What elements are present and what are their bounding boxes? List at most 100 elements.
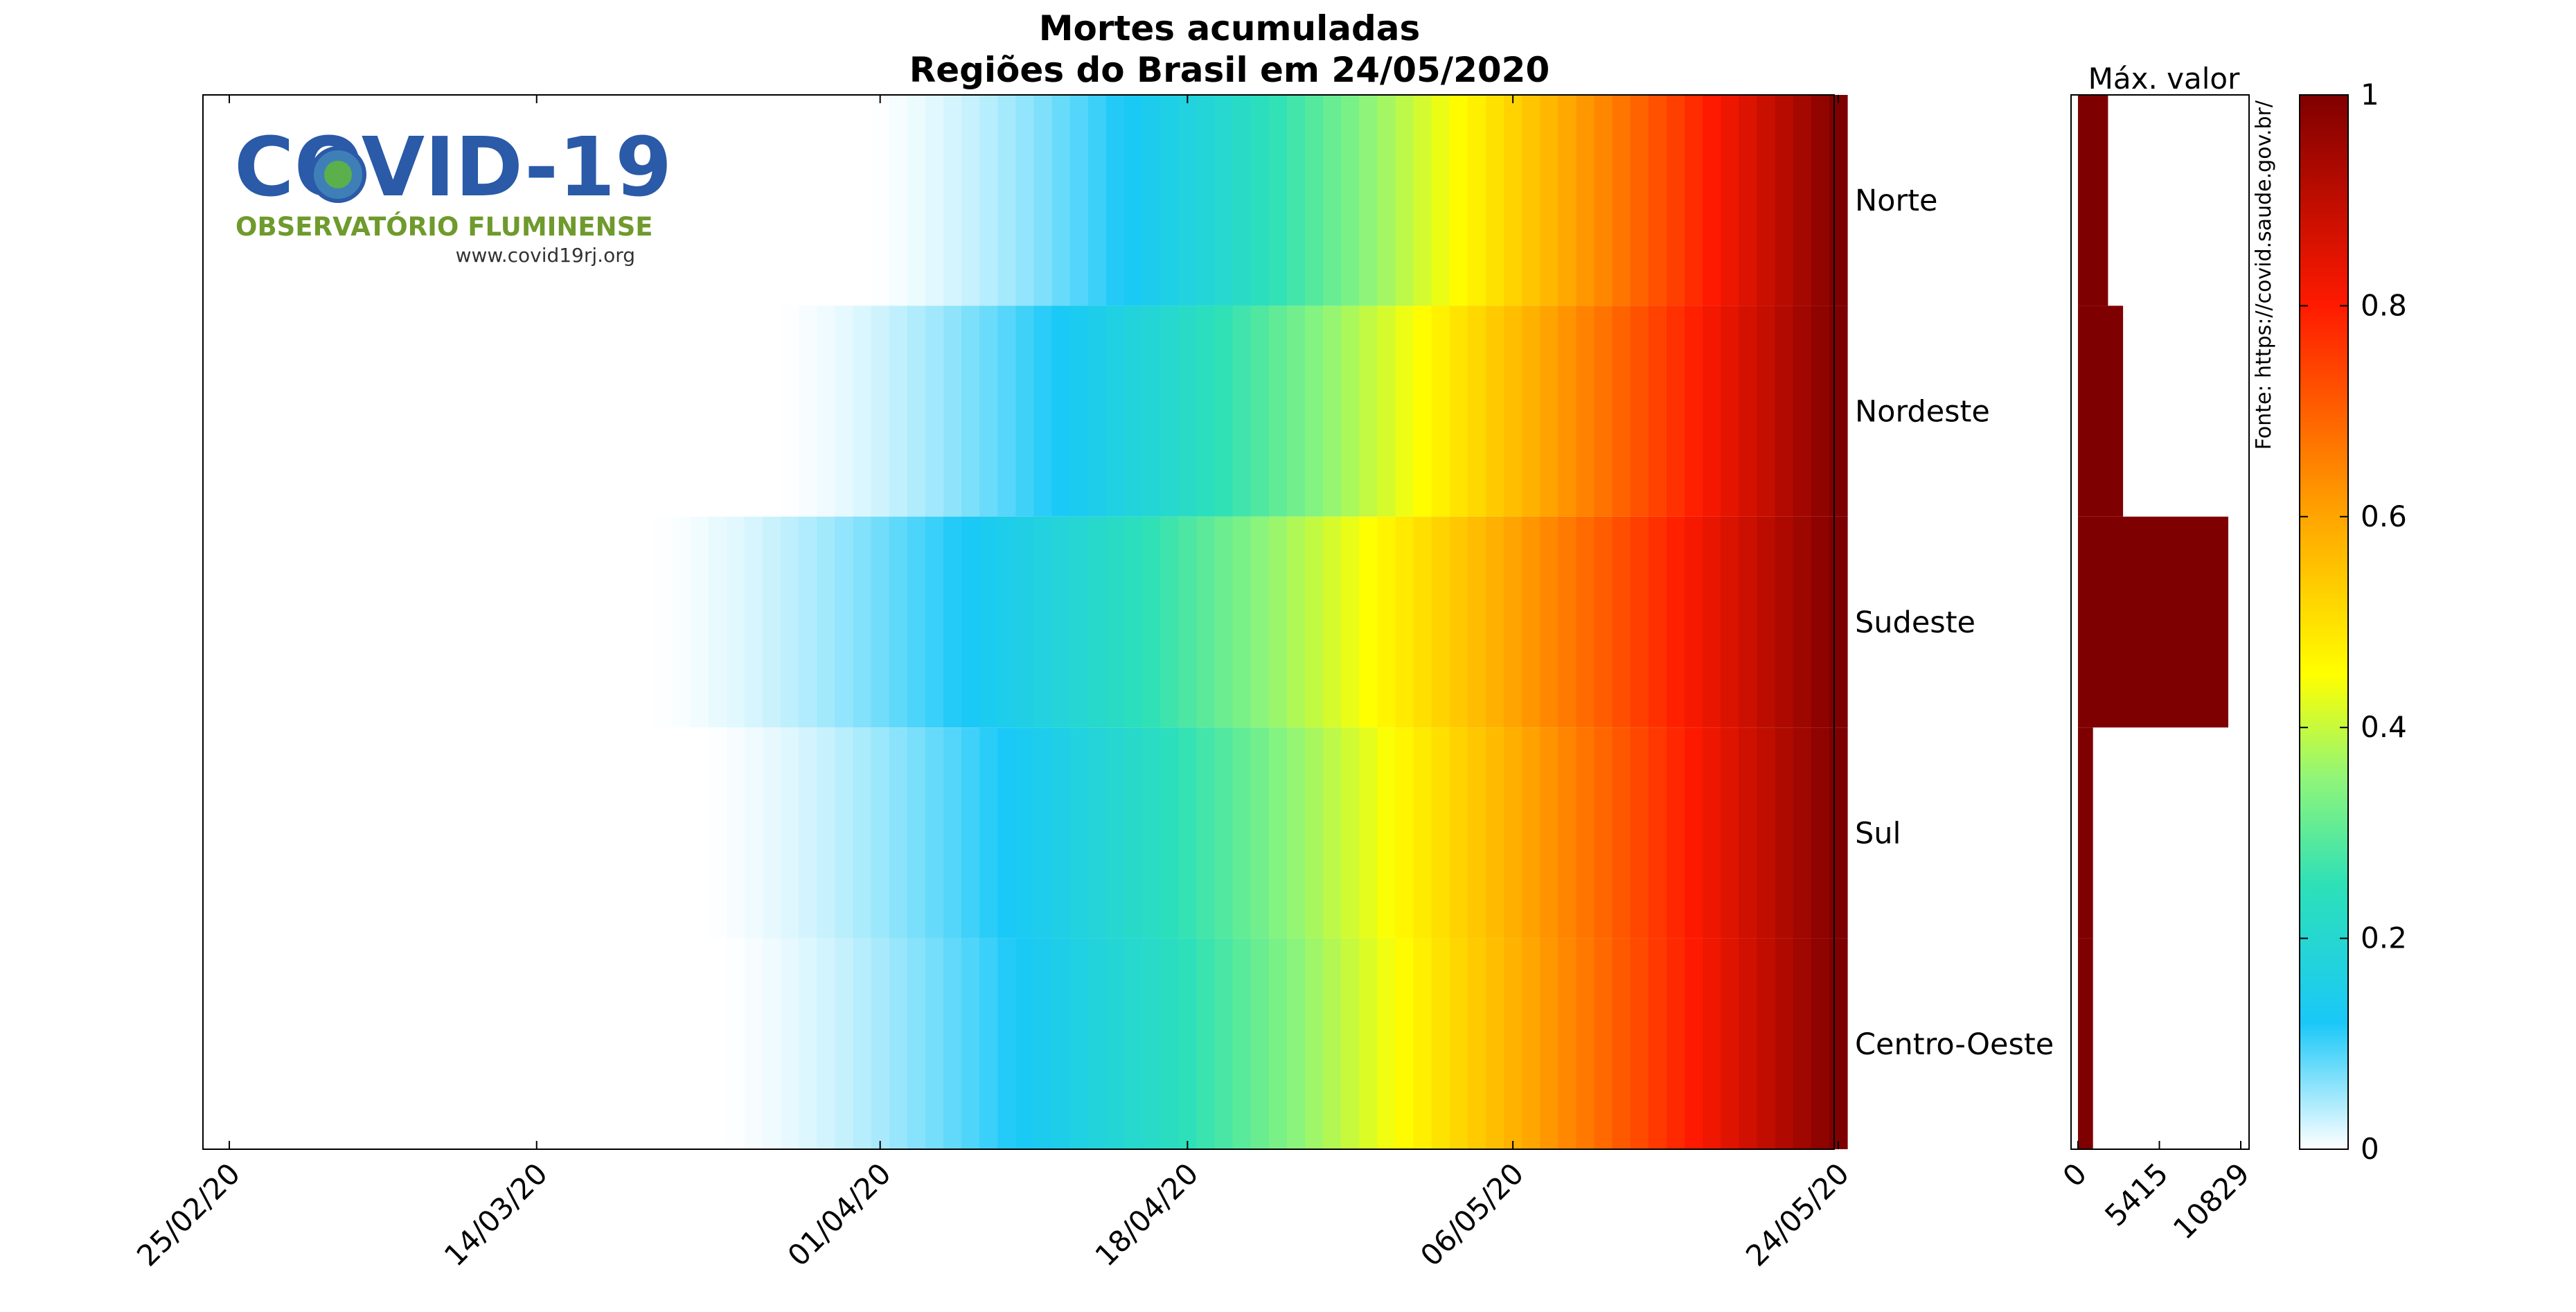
heatmap-cell [1033,95,1053,306]
heatmap-cell [853,95,872,306]
heatmap-cell [1250,727,1270,939]
heatmap-cell [1612,305,1631,517]
heatmap-cell [961,95,980,306]
heatmap-cell [1323,727,1342,939]
heatmap-cell [1359,95,1378,306]
heatmap-cell [763,727,781,939]
heatmap-cell [1214,516,1234,728]
heatmap-cell [1160,727,1179,939]
heatmap-cell [1323,95,1342,306]
heatmap-cell [1105,95,1125,306]
heatmap-cell [835,516,854,728]
heatmap-cell [1196,516,1216,728]
heatmap-cell [1178,95,1197,306]
heatmap-cell [1160,95,1179,306]
heatmap-cell [943,727,962,939]
heatmap-cell [1667,95,1685,306]
heatmap-cell [1214,938,1234,1149]
bar-tick-label: 10829 [2167,1156,2256,1245]
heatmap-cell [1323,938,1342,1149]
bar-tick-label: 5415 [2098,1156,2174,1232]
heatmap-cell [1124,938,1143,1149]
heatmap-cell [925,938,944,1149]
heatmap-cell [1757,95,1776,306]
heatmap-cell [799,305,817,517]
heatmap-cell [1721,305,1739,517]
heatmap-cell [1467,516,1486,728]
heatmap-cell [744,516,763,728]
heatmap-cell [817,727,835,939]
heatmap-cell [1232,727,1252,939]
heatmap-cell [799,516,817,728]
heatmap-cell [1051,516,1071,728]
heatmap-cell [1576,938,1595,1149]
heatmap-cell [1648,95,1667,306]
colorbar-tick-label: 0.8 [2361,288,2407,322]
heatmap-cell [1648,516,1667,728]
max-value-bars [2078,95,2229,1149]
heatmap-cell [1612,516,1631,728]
heatmap-cell [1033,305,1053,517]
heatmap-cell [1757,305,1776,517]
heatmap-cell [1703,516,1721,728]
heatmap-cell [1051,95,1071,306]
heatmap-cell [853,727,872,939]
virus-icon-core [324,161,352,188]
region-label: Centro-Oeste [1855,1027,2054,1062]
heatmap-cell [1685,516,1703,728]
heatmap-cell [1612,938,1631,1149]
heatmap-cell [1667,727,1685,939]
heatmap-cell [1413,516,1432,728]
heatmap-cell [979,727,998,939]
heatmap-cell [997,95,1016,306]
heatmap-cell [1033,516,1053,728]
heatmap-cell [1413,727,1432,939]
heatmap-cell [925,727,944,939]
heatmap-cell [817,305,835,517]
heatmap-cell [654,516,673,728]
heatmap-cell [636,516,655,728]
heatmap-cell [708,516,727,728]
heatmap-cell [1576,727,1595,939]
heatmap-cell [1829,516,1848,728]
heatmap-cell [1087,95,1107,306]
heatmap-cell [1105,305,1125,517]
heatmap-cell [979,305,998,517]
heatmap-cell [1486,95,1504,306]
heatmap-cell [997,727,1016,939]
region-label: Norte [1855,184,1937,218]
heatmap-cell [1739,727,1758,939]
heatmap-cell [781,305,799,517]
heatmap-cell [1775,727,1794,939]
heatmap-cell [1558,938,1577,1149]
heatmap-cell [1033,727,1053,939]
heatmap-cell [1124,305,1143,517]
heatmap-cell [817,516,835,728]
heatmap-cell [1793,727,1812,939]
heatmap-cell [889,95,908,306]
heatmap-cell [1286,95,1306,306]
heatmap-cell [1703,938,1721,1149]
heatmap-cell [1015,95,1035,306]
heatmap-cell [1069,727,1089,939]
heatmap-cell [1576,516,1595,728]
heatmap-cell [1377,305,1396,517]
heatmap-cell [1594,305,1613,517]
heatmap-cell [1630,727,1649,939]
heatmap-cell [1359,516,1378,728]
heatmap-cell [835,727,854,939]
heatmap-cell [1811,516,1830,728]
heatmap-cell [1558,305,1577,517]
colorbar-tick-label: 0 [2361,1132,2379,1166]
colorbar-tick-label: 0.4 [2361,710,2407,744]
heatmap-cell [1757,727,1776,939]
bar-panel-label: Máx. valor [2088,62,2240,96]
heatmap-cell [1395,938,1414,1149]
heatmap-cell [1178,516,1197,728]
heatmap-cell [817,938,835,1149]
heatmap-cell [1504,95,1522,306]
heatmap-cell [1504,305,1522,517]
heatmap-cell [1540,938,1558,1149]
heatmap-cell [1323,516,1342,728]
